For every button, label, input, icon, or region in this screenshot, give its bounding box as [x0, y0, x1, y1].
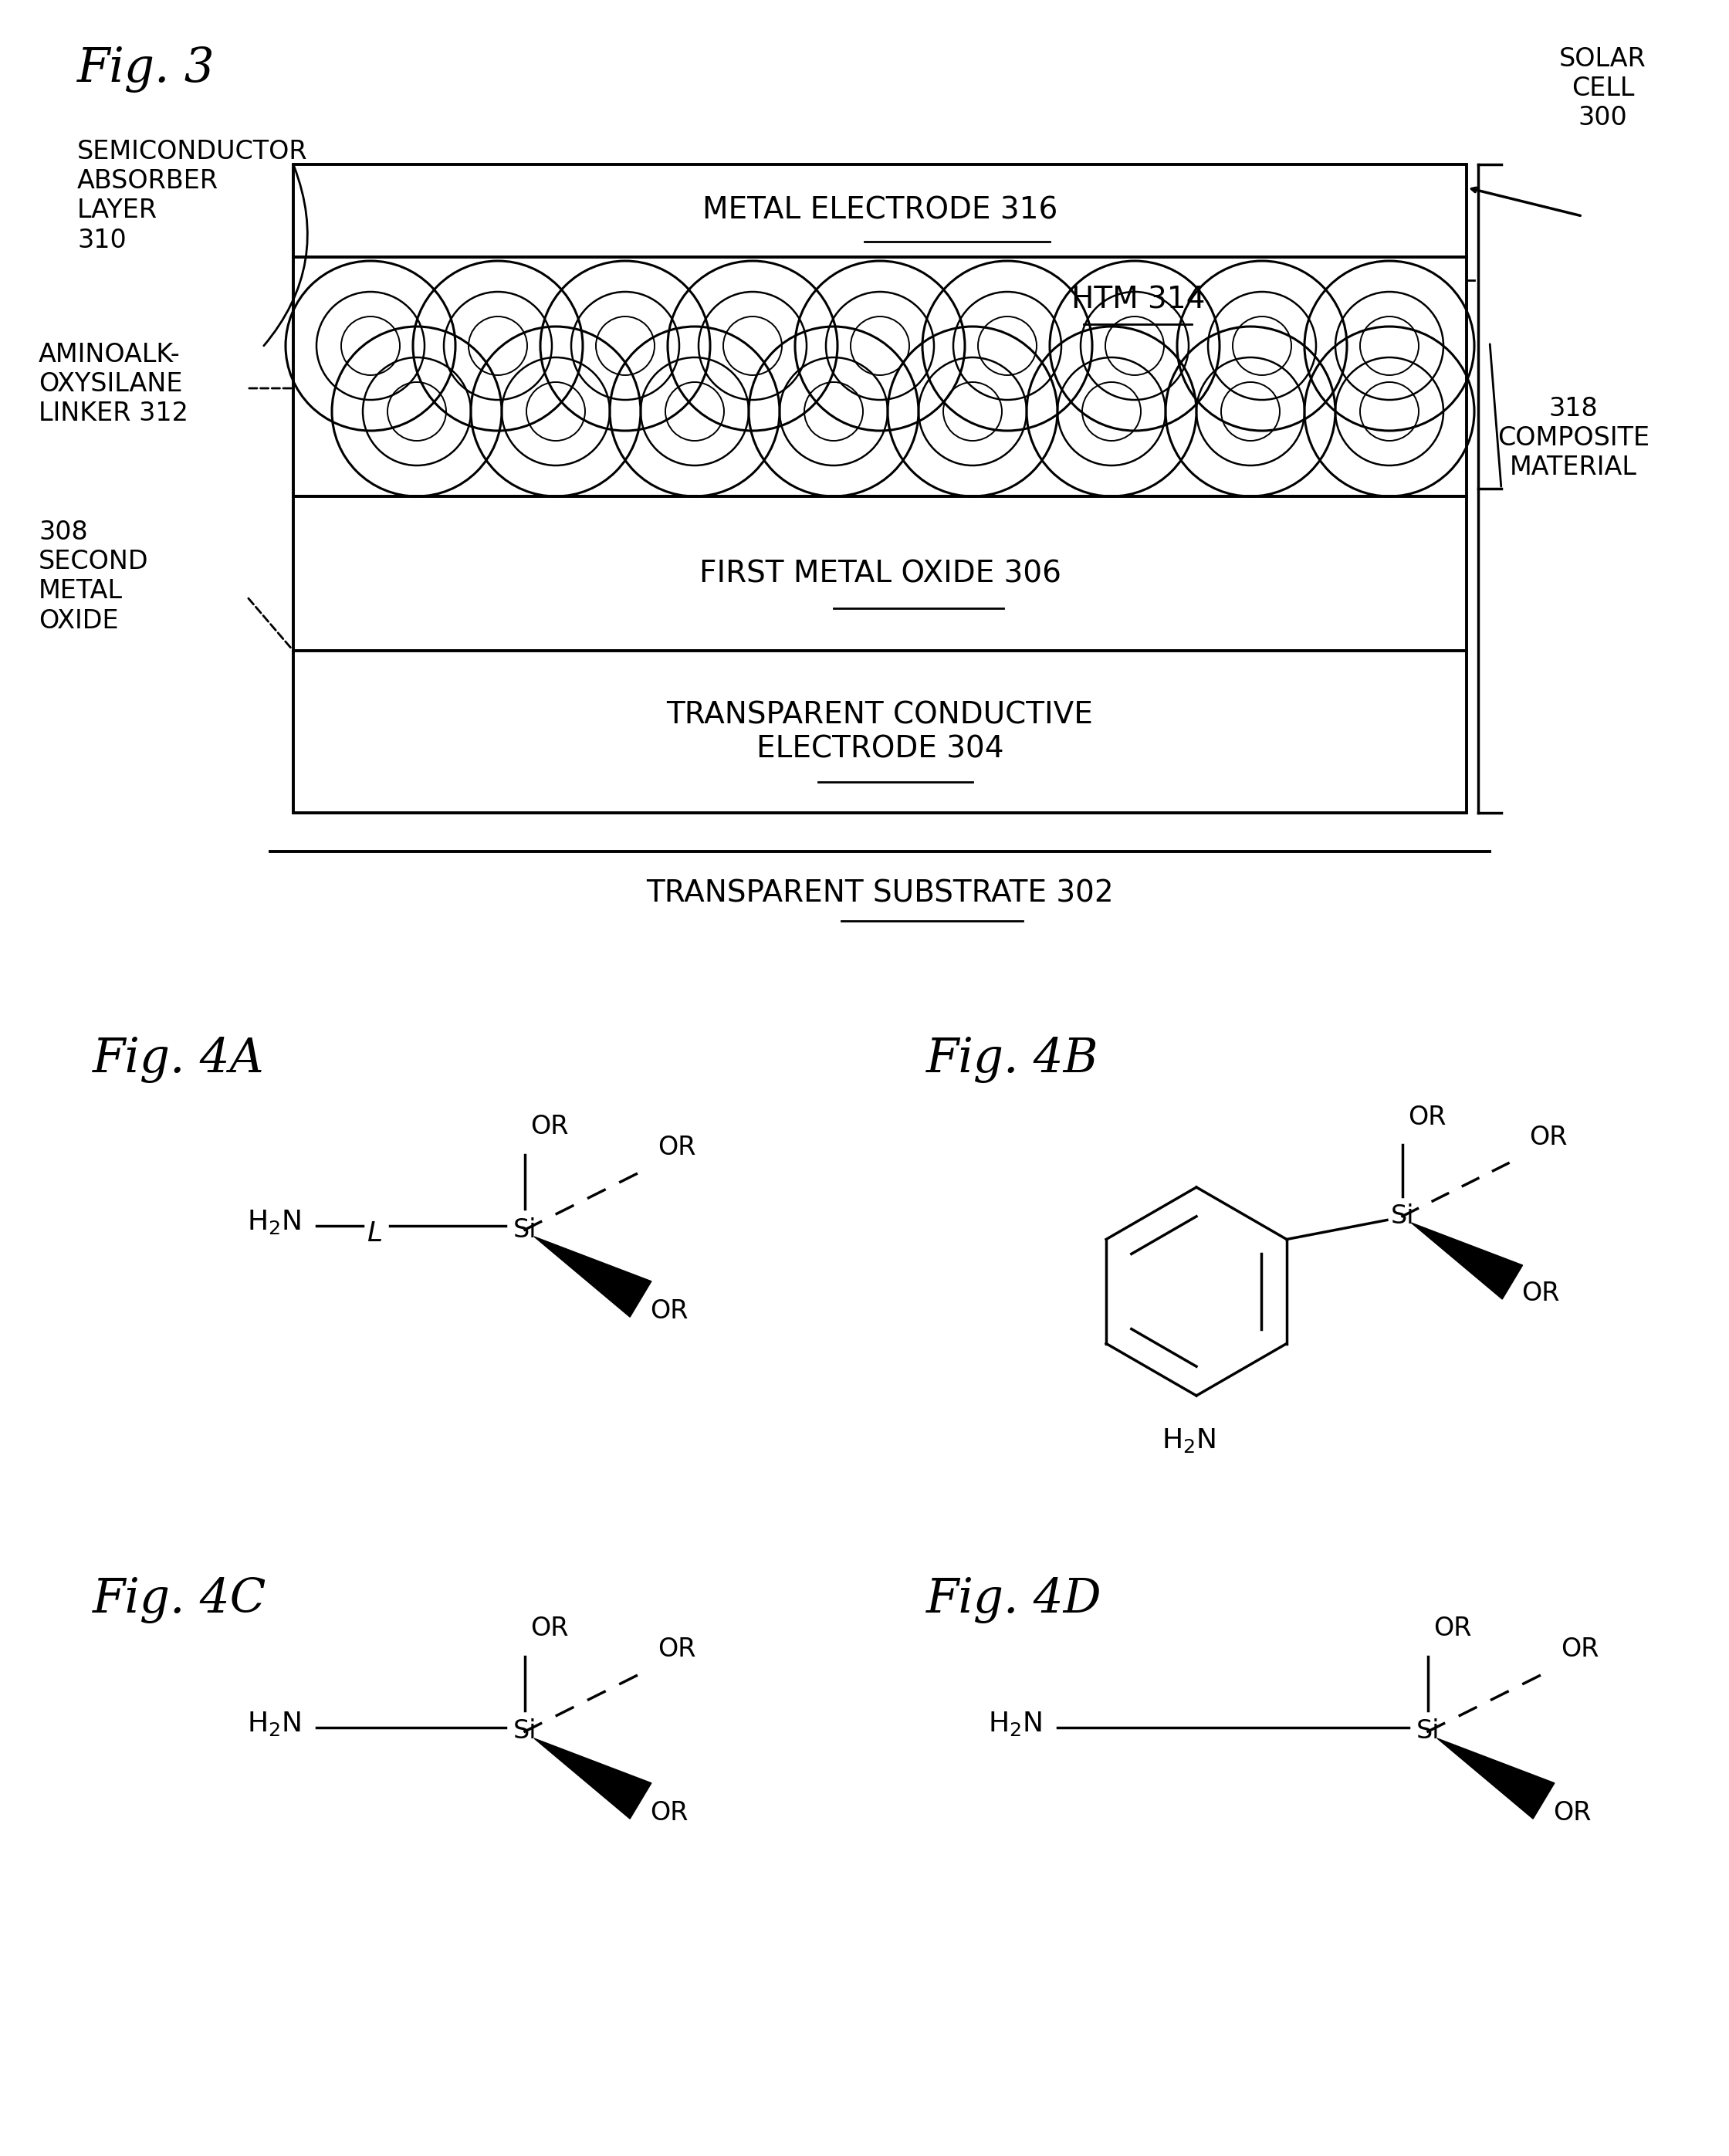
Text: OR: OR	[1528, 1125, 1566, 1149]
Text: OR: OR	[531, 1115, 569, 1138]
Text: AMINOALK-
OXYSILANE
LINKER 312: AMINOALK- OXYSILANE LINKER 312	[38, 343, 188, 427]
Text: OR: OR	[1433, 1615, 1471, 1641]
Text: Fig. 4C: Fig. 4C	[93, 1576, 266, 1623]
Text: TRANSPARENT SUBSTRATE 302: TRANSPARENT SUBSTRATE 302	[647, 877, 1113, 908]
Text: TRANSPARENT CONDUCTIVE
ELECTRODE 304: TRANSPARENT CONDUCTIVE ELECTRODE 304	[667, 701, 1093, 763]
Polygon shape	[534, 1238, 652, 1317]
Text: Fig. 4B: Fig. 4B	[927, 1037, 1098, 1082]
Text: Fig. 4D: Fig. 4D	[927, 1576, 1101, 1623]
Text: OR: OR	[659, 1134, 697, 1160]
Text: H$_2$N: H$_2$N	[987, 1710, 1043, 1738]
Text: HTM 314: HTM 314	[1072, 285, 1205, 315]
Text: L: L	[367, 1220, 382, 1246]
Text: Si: Si	[514, 1718, 536, 1744]
Text: SOLAR
CELL
300: SOLAR CELL 300	[1560, 45, 1646, 132]
Text: OR: OR	[650, 1800, 688, 1826]
Text: Si: Si	[1416, 1718, 1440, 1744]
Text: Fig. 4A: Fig. 4A	[93, 1037, 265, 1082]
Text: OR: OR	[531, 1615, 569, 1641]
Text: OR: OR	[1553, 1800, 1591, 1826]
Text: OR: OR	[1522, 1281, 1560, 1307]
Text: Si: Si	[1390, 1203, 1414, 1229]
Text: Fig. 3: Fig. 3	[78, 45, 214, 93]
Bar	[294, 496, 1466, 651]
Text: Si: Si	[514, 1216, 536, 1242]
Text: OR: OR	[1407, 1104, 1445, 1130]
Text: H$_2$N: H$_2$N	[247, 1710, 301, 1738]
Text: FIRST METAL OXIDE 306: FIRST METAL OXIDE 306	[699, 558, 1062, 589]
Bar	[294, 651, 1466, 813]
Polygon shape	[534, 1738, 652, 1820]
Text: H$_2$N: H$_2$N	[1162, 1427, 1215, 1455]
Bar	[294, 164, 1466, 257]
Text: H$_2$N: H$_2$N	[247, 1207, 301, 1235]
Text: OR: OR	[1561, 1636, 1599, 1662]
Text: OR: OR	[659, 1636, 697, 1662]
Bar	[294, 257, 1466, 496]
Text: OR: OR	[650, 1298, 688, 1324]
Text: 308
SECOND
METAL
OXIDE: 308 SECOND METAL OXIDE	[38, 520, 149, 634]
Polygon shape	[1411, 1222, 1523, 1300]
Text: METAL ELECTRODE 316: METAL ELECTRODE 316	[702, 196, 1058, 226]
Text: SEMICONDUCTOR
ABSORBER
LAYER
310: SEMICONDUCTOR ABSORBER LAYER 310	[78, 138, 308, 252]
Polygon shape	[1437, 1738, 1554, 1820]
Text: 318
COMPOSITE
MATERIAL: 318 COMPOSITE MATERIAL	[1497, 397, 1649, 481]
